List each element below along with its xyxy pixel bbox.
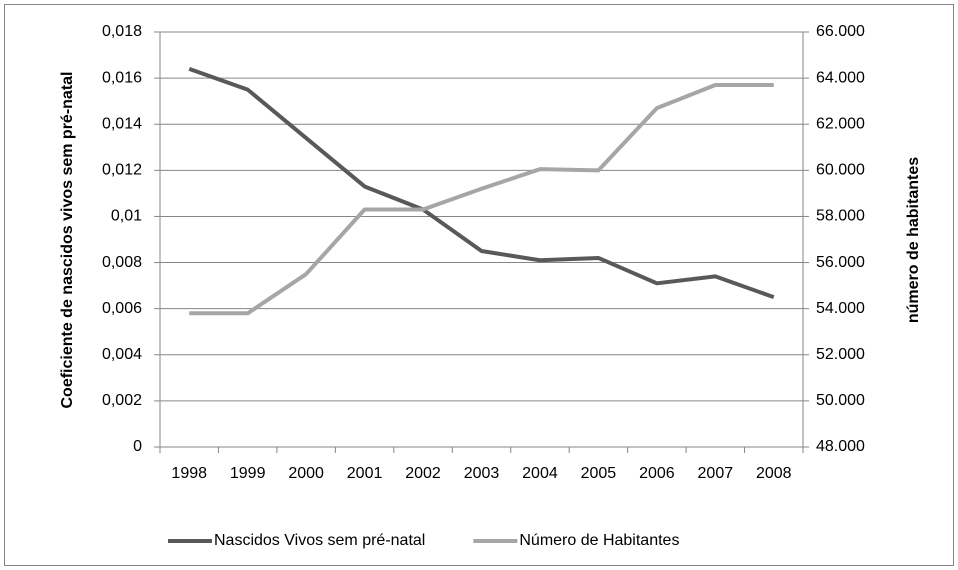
y-tick-label: 0,004 bbox=[102, 346, 142, 363]
y2-tick-label: 60.000 bbox=[816, 162, 865, 179]
y-tick-label: 0,01 bbox=[111, 208, 142, 225]
x-tick-label: 2005 bbox=[581, 465, 617, 482]
y-tick-label: 0,002 bbox=[102, 392, 142, 409]
y-tick-label: 0,016 bbox=[102, 69, 142, 86]
series-line bbox=[189, 83, 774, 316]
y2-tick-label: 62.000 bbox=[816, 115, 865, 132]
chart-border bbox=[4, 4, 954, 566]
x-tick-label: 2006 bbox=[639, 465, 675, 482]
legend-label: Nascidos Vivos sem pré-natal bbox=[214, 532, 425, 549]
x-tick-label: 2004 bbox=[522, 465, 558, 482]
y2-tick-label: 50.000 bbox=[816, 392, 865, 409]
x-tick-label: 2008 bbox=[756, 465, 792, 482]
series-line bbox=[188, 67, 775, 300]
x-tick-label: 2007 bbox=[698, 465, 734, 482]
y-tick-label: 0,012 bbox=[102, 162, 142, 179]
y2-tick-label: 64.000 bbox=[816, 69, 865, 86]
x-tick-label: 1998 bbox=[171, 465, 207, 482]
x-tick-label: 2001 bbox=[347, 465, 383, 482]
x-tick-label: 2002 bbox=[405, 465, 441, 482]
y-axis-label: Coeficiente de nascidos vivos sem pré-na… bbox=[59, 71, 76, 408]
x-tick-label: 2003 bbox=[464, 465, 500, 482]
y2-tick-label: 56.000 bbox=[816, 254, 865, 271]
y-tick-label: 0,008 bbox=[102, 254, 142, 271]
y-tick-label: 0,006 bbox=[102, 300, 142, 317]
x-tick-label: 2000 bbox=[288, 465, 324, 482]
legend-label: Número de Habitantes bbox=[519, 532, 679, 549]
y2-tick-label: 48.000 bbox=[816, 438, 865, 455]
y2-tick-label: 52.000 bbox=[816, 346, 865, 363]
y-tick-label: 0,018 bbox=[102, 23, 142, 40]
y-tick-label: 0,014 bbox=[102, 115, 142, 132]
y2-axis-label: número de habitantes bbox=[905, 157, 922, 323]
y2-tick-label: 54.000 bbox=[816, 300, 865, 317]
y-tick-label: 0 bbox=[133, 438, 142, 455]
y2-tick-label: 58.000 bbox=[816, 208, 865, 225]
x-tick-label: 1999 bbox=[230, 465, 266, 482]
y2-tick-label: 66.000 bbox=[816, 23, 865, 40]
